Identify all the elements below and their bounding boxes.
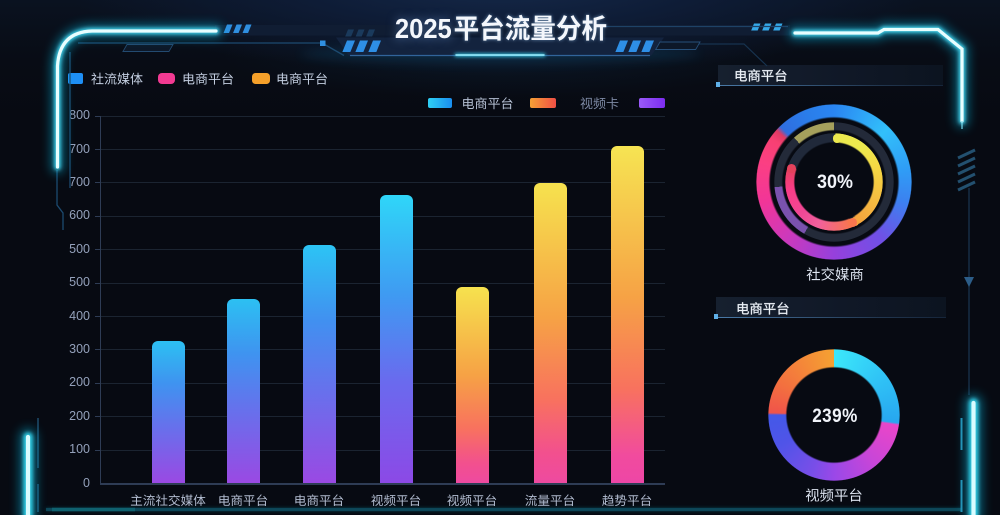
svg-text:2025: 2025: [395, 13, 452, 44]
